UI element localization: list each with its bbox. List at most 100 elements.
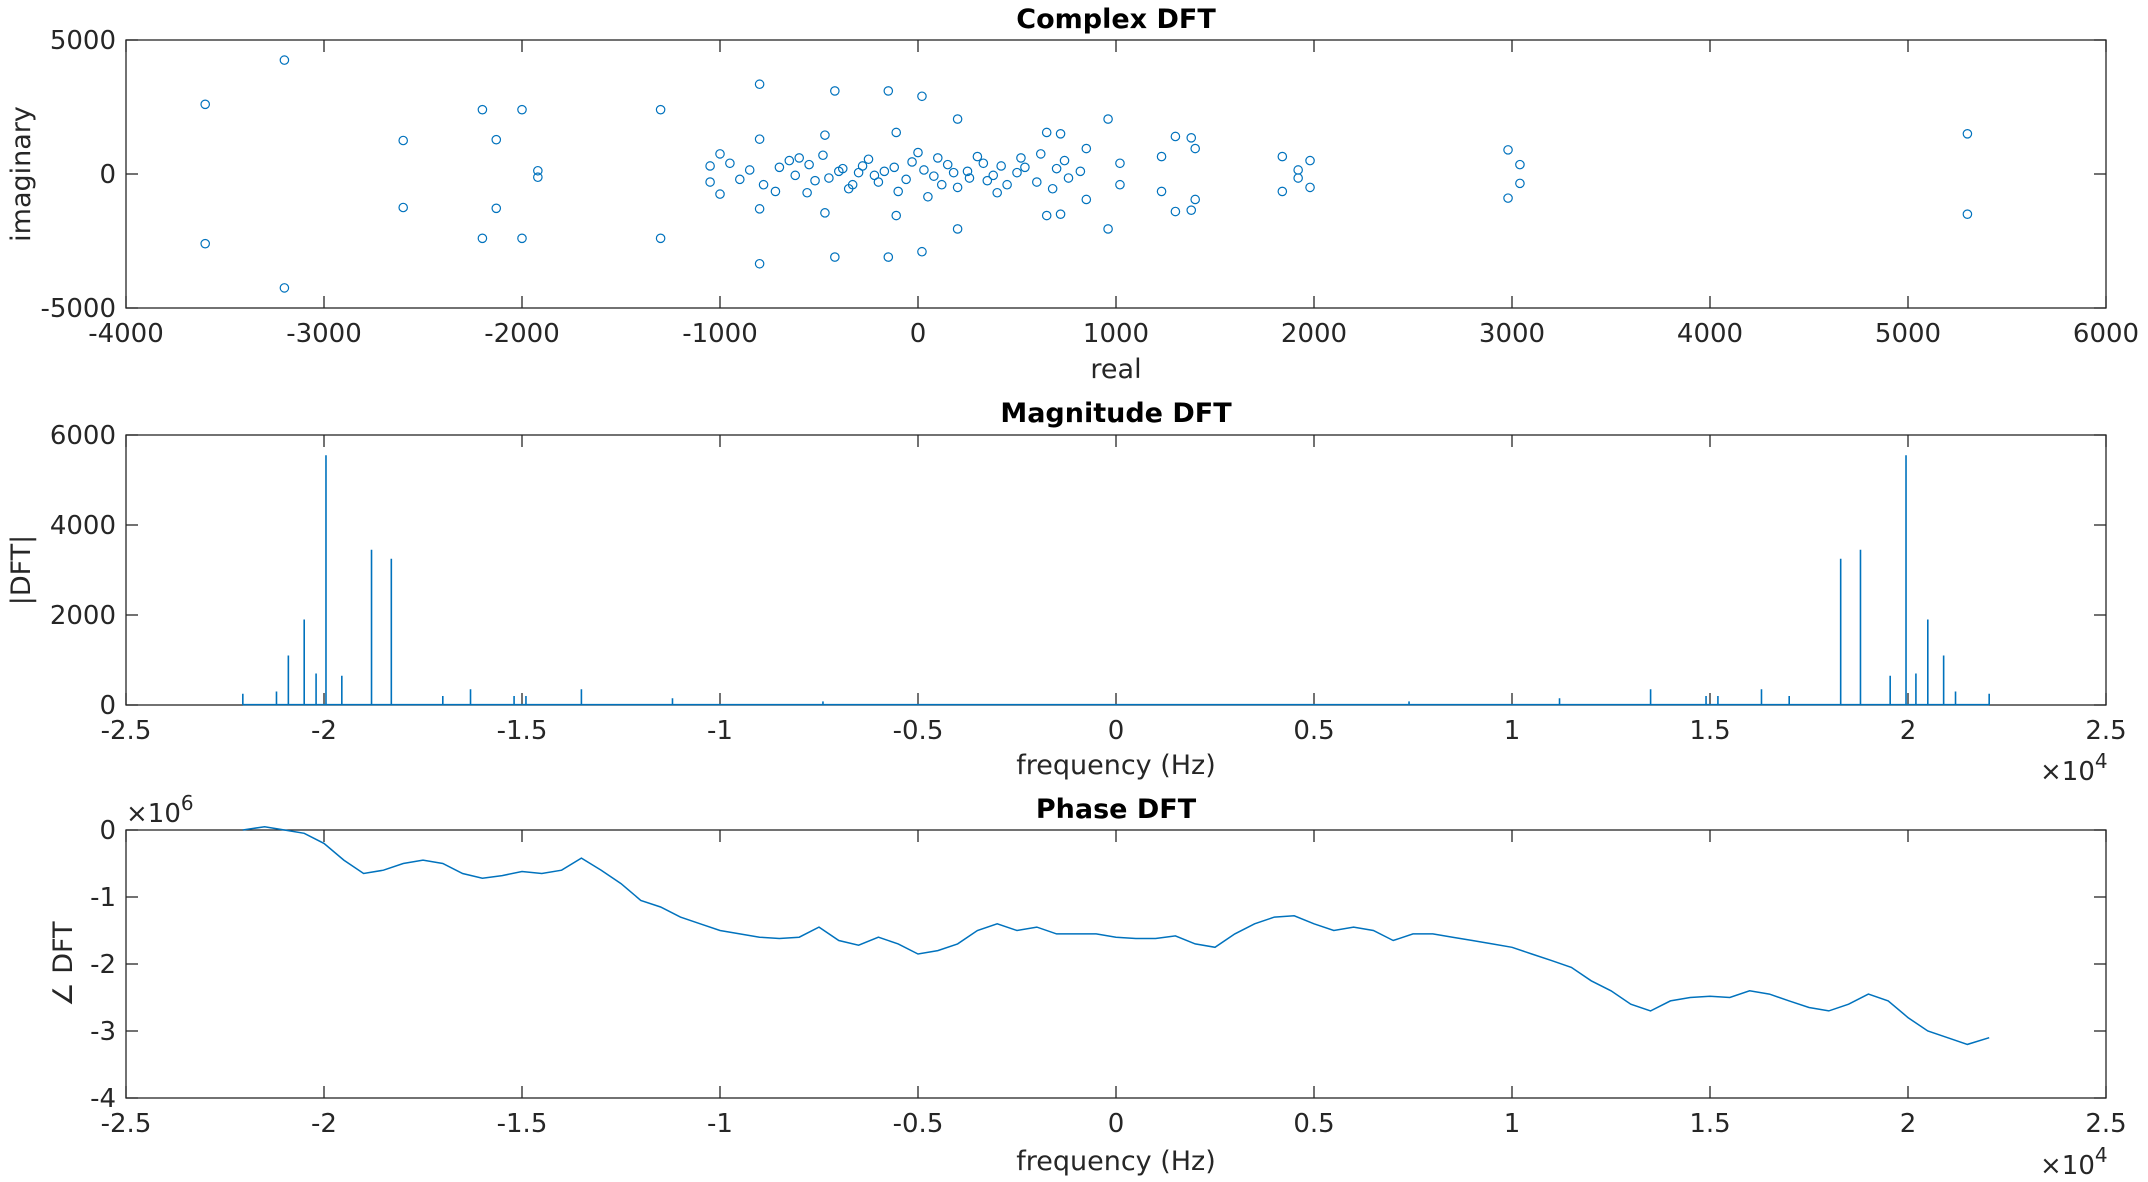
x-tick-label: 0: [910, 319, 927, 349]
scatter-point: [883, 86, 894, 96]
scatter-point: [1012, 167, 1022, 178]
scatter-point: [1156, 151, 1167, 162]
scatter-point: [655, 233, 666, 244]
scatter-point: [517, 233, 527, 244]
scatter-point: [964, 173, 975, 183]
scatter-point: [533, 172, 543, 183]
x-tick-label: -1: [707, 1109, 733, 1139]
scatter-point: [988, 170, 999, 181]
scatter-point: [1115, 158, 1125, 169]
x-tick-label: 6000: [2073, 319, 2139, 349]
scatter-point: [477, 233, 488, 244]
phase-dft-ylabel: ∠ DFT: [48, 921, 79, 1007]
scatter-point: [857, 161, 868, 171]
scatter-point: [200, 238, 210, 249]
scatter-point: [1305, 155, 1315, 166]
scatter-point: [705, 177, 715, 187]
x-tick-label: 1: [1504, 716, 1521, 746]
scatter-point: [1103, 114, 1113, 124]
y-tick-label: 0: [99, 160, 116, 190]
phase-dft-ticks: -2.5 -2 -1.5 -1 -0.5 0 0.5 1 1.5 2 2.5 -4 -3 -2 -1 0: [90, 816, 2127, 1139]
scatter-point: [491, 134, 502, 145]
scatter-point: [936, 179, 947, 190]
scatter-point: [398, 202, 408, 213]
complex-dft-xlabel: real: [1090, 354, 1141, 385]
scatter-point: [1016, 153, 1026, 163]
x-tick-label: -2.5: [101, 716, 152, 746]
scatter-point: [1051, 163, 1062, 174]
y-tick-label: -5000: [40, 294, 116, 324]
scatter-point: [810, 175, 820, 186]
scatter-point: [1081, 194, 1092, 205]
scatter-point: [883, 252, 894, 262]
x-tick-label: -2: [311, 1109, 337, 1139]
scatter-point: [919, 165, 929, 175]
y-tick-label: 0: [99, 691, 116, 721]
scatter-point: [1305, 182, 1315, 193]
complex-dft-plot-area: [125, 39, 2107, 309]
scatter-point: [1962, 209, 1973, 219]
scatter-point: [1047, 183, 1058, 194]
scatter-point: [929, 171, 939, 181]
magnitude-dft-x-exponent: ×104: [2040, 749, 2108, 787]
y-tick-label: -1: [90, 883, 116, 913]
x-tick-label: 1: [1504, 1109, 1521, 1139]
x-tick-label: -2: [311, 716, 337, 746]
phase-dft-y-exponent: ×106: [126, 791, 194, 829]
scatter-point: [1041, 127, 1052, 138]
scatter-point: [972, 151, 983, 162]
scatter-point: [863, 154, 874, 165]
scatter-point: [491, 203, 502, 214]
scatter-point: [847, 179, 858, 190]
scatter-point: [948, 167, 959, 178]
scatter-point: [952, 224, 963, 234]
scatter-point: [1503, 193, 1513, 203]
y-tick-label: 4000: [50, 511, 116, 541]
scatter-point: [1190, 143, 1200, 154]
scatter-point: [869, 170, 880, 181]
scatter-point: [879, 166, 890, 177]
magnitude-dft-title: Magnitude DFT: [1000, 398, 1232, 429]
scatter-point: [705, 161, 715, 171]
scatter-point: [754, 79, 765, 90]
y-tick-label: -4: [90, 1084, 116, 1114]
complex-dft-ticks: -4000 -3000 -2000 -1000 0 1000 2000 3000 4000 500…: [40, 26, 2139, 349]
scatter-point: [962, 166, 973, 177]
scatter-point: [517, 104, 527, 115]
scatter-point: [784, 155, 795, 166]
complex-dft-ylabel: imaginary: [6, 106, 37, 242]
x-tick-label: 0: [1108, 1109, 1125, 1139]
scatter-point: [1035, 149, 1046, 159]
scatter-point: [200, 99, 210, 110]
x-tick-label: -1.5: [497, 1109, 548, 1139]
x-tick-label: 0: [1108, 716, 1125, 746]
phase-dft-x-exponent: ×104: [2040, 1143, 2108, 1181]
x-tick-label: -4000: [88, 319, 164, 349]
scatter-point: [917, 91, 927, 102]
phase-dft-line: [242, 825, 1990, 1046]
scatter-point: [913, 147, 923, 158]
x-tick-label: -0.5: [893, 716, 944, 746]
magnitude-dft-plot-area: [125, 434, 2107, 706]
x-tick-label: 1.5: [1689, 1109, 1730, 1139]
scatter-point: [754, 134, 765, 144]
scatter-point: [1055, 209, 1066, 219]
scatter-point: [770, 186, 781, 197]
x-tick-label: 2000: [1281, 319, 1347, 349]
complex-dft-axes: Complex DFT real imaginary -4000 -3000 -20…: [6, 4, 2139, 385]
scatter-point: [820, 208, 830, 218]
x-tick-label: 2.5: [2085, 1109, 2126, 1139]
scatter-point: [477, 104, 488, 115]
scatter-point: [754, 204, 765, 214]
scatter-point: [1055, 129, 1066, 139]
scatter-point: [907, 157, 917, 167]
scatter-point: [533, 165, 543, 176]
scatter-point: [901, 174, 911, 185]
x-tick-label: -0.5: [893, 1109, 944, 1139]
phase-dft-xlabel: frequency (Hz): [1016, 1146, 1216, 1177]
scatter-point: [1170, 206, 1181, 217]
scatter-point: [818, 150, 828, 161]
scatter-point: [794, 153, 804, 163]
scatter-point: [1020, 162, 1030, 173]
